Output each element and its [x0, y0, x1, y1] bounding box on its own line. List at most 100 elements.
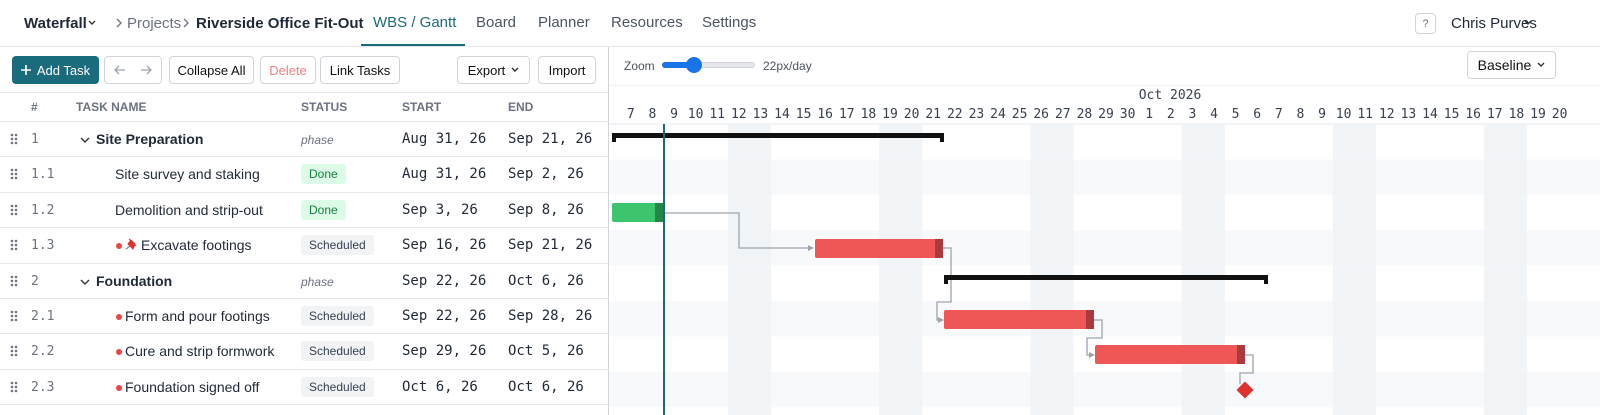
- plus-icon: [20, 65, 31, 75]
- chevron: [511, 67, 519, 72]
- day-label: 19: [1530, 107, 1546, 122]
- status-dot: [116, 243, 122, 250]
- col-header: START: [402, 100, 442, 114]
- drag-handle[interactable]: [10, 203, 18, 216]
- day-label: 29: [1098, 107, 1114, 122]
- chevron: [1537, 62, 1545, 67]
- status-pill: Scheduled: [301, 235, 374, 256]
- tab[interactable]: Board: [476, 14, 517, 31]
- end-date: Oct 6, 26: [508, 378, 584, 395]
- nav-arrows[interactable]: [104, 56, 162, 84]
- add-task-label: Add Task: [36, 62, 91, 78]
- row-stripe: [609, 301, 1600, 337]
- start-date: Sep 16, 26: [402, 237, 487, 254]
- zoom-label: Zoom: [624, 59, 655, 73]
- weekend: [1181, 124, 1225, 415]
- task-name[interactable]: Foundation: [96, 272, 173, 289]
- day-label: 17: [1487, 107, 1503, 122]
- pin-icon: [125, 238, 137, 251]
- help[interactable]: ?: [1415, 13, 1436, 34]
- day-label: 24: [990, 107, 1006, 122]
- baseline[interactable]: Baseline: [1467, 51, 1556, 79]
- row-border: [0, 333, 608, 335]
- weekend: [879, 124, 923, 415]
- zoom-knob[interactable]: [686, 57, 702, 73]
- row-border: [0, 298, 608, 299]
- status-dot: [116, 349, 122, 356]
- add-task[interactable]: Add Task: [12, 56, 99, 84]
- col-header: TASK NAME: [76, 100, 147, 114]
- day-label: 20: [904, 107, 920, 122]
- collapse-toggle[interactable]: [80, 278, 90, 286]
- day-label: 7: [627, 107, 635, 122]
- day-label: 17: [839, 107, 855, 122]
- dependency: [936, 247, 952, 321]
- tab[interactable]: Planner: [538, 14, 590, 31]
- export[interactable]: Export: [457, 56, 530, 84]
- day-label: 22: [947, 107, 963, 122]
- start-date: Aug 31, 26: [402, 166, 487, 183]
- end-date: Oct 6, 26: [508, 272, 584, 289]
- breadcrumb[interactable]: Projects: [127, 15, 182, 32]
- separator: [183, 18, 189, 28]
- task-name[interactable]: Demolition and strip-out: [115, 201, 263, 218]
- weekend: [728, 124, 772, 415]
- day-label: 18: [1509, 107, 1525, 122]
- day-label: 11: [709, 107, 725, 122]
- col-header: END: [508, 100, 534, 114]
- day-label: 21: [925, 107, 941, 122]
- tab-active[interactable]: WBS / Gantt: [373, 14, 457, 31]
- day-label: 3: [1188, 107, 1196, 122]
- summary-bar: [944, 275, 1268, 280]
- chevron: [88, 20, 96, 25]
- dependency: [1086, 319, 1103, 356]
- task-name[interactable]: Cure and strip formwork: [125, 343, 275, 360]
- workspace[interactable]: Waterfall: [24, 15, 87, 32]
- task-bar: [944, 310, 1094, 329]
- export-label: Export: [467, 62, 506, 78]
- drag-handle[interactable]: [10, 345, 18, 358]
- end-date: Oct 5, 26: [508, 343, 584, 360]
- status-dot: [116, 314, 122, 320]
- end-date: Sep 2, 26: [508, 166, 584, 183]
- day-label: 9: [670, 107, 678, 122]
- row-number: 2: [31, 273, 39, 289]
- tab[interactable]: Settings: [702, 14, 757, 31]
- col-header: #: [31, 100, 38, 114]
- drag-handle[interactable]: [10, 239, 18, 252]
- arrowhead: [938, 317, 944, 323]
- back-icon: [114, 65, 125, 75]
- task-name[interactable]: Site Preparation: [96, 131, 204, 147]
- drag-handle[interactable]: [10, 168, 18, 181]
- task-name[interactable]: Excavate footings: [141, 237, 252, 254]
- drag-handle[interactable]: [10, 380, 18, 393]
- start-date: Sep 3, 26: [402, 201, 478, 218]
- task-bar-end: [1086, 310, 1094, 329]
- task-bar-end: [1237, 345, 1245, 364]
- import[interactable]: Import: [538, 56, 596, 84]
- collapse-toggle[interactable]: [80, 136, 90, 144]
- drag-handle[interactable]: [10, 274, 18, 287]
- day-label: 12: [1379, 107, 1395, 122]
- drag-handle[interactable]: [10, 310, 18, 322]
- task-bar-end: [935, 239, 943, 258]
- user[interactable]: Chris Purves: [1451, 15, 1537, 32]
- task-bar-end: [655, 203, 663, 222]
- delete[interactable]: Delete: [260, 56, 316, 84]
- divider: [608, 47, 609, 415]
- collapse-all[interactable]: Collapse All: [169, 56, 254, 84]
- tab[interactable]: Resources: [611, 14, 683, 31]
- day-label: 6: [1253, 107, 1261, 122]
- row-number: 2.3: [31, 379, 55, 395]
- day-label: 15: [1444, 107, 1460, 122]
- link-tasks[interactable]: Link Tasks: [320, 56, 400, 84]
- day-label: 18: [861, 107, 877, 122]
- task-name[interactable]: Site survey and staking: [115, 166, 260, 183]
- task-name[interactable]: Form and pour footings: [125, 308, 270, 324]
- drag-handle[interactable]: [10, 133, 18, 145]
- start-date: Sep 29, 26: [402, 343, 487, 360]
- task-name[interactable]: Foundation signed off: [125, 378, 260, 395]
- day-label: 14: [774, 107, 790, 122]
- tab-underline: [361, 44, 465, 46]
